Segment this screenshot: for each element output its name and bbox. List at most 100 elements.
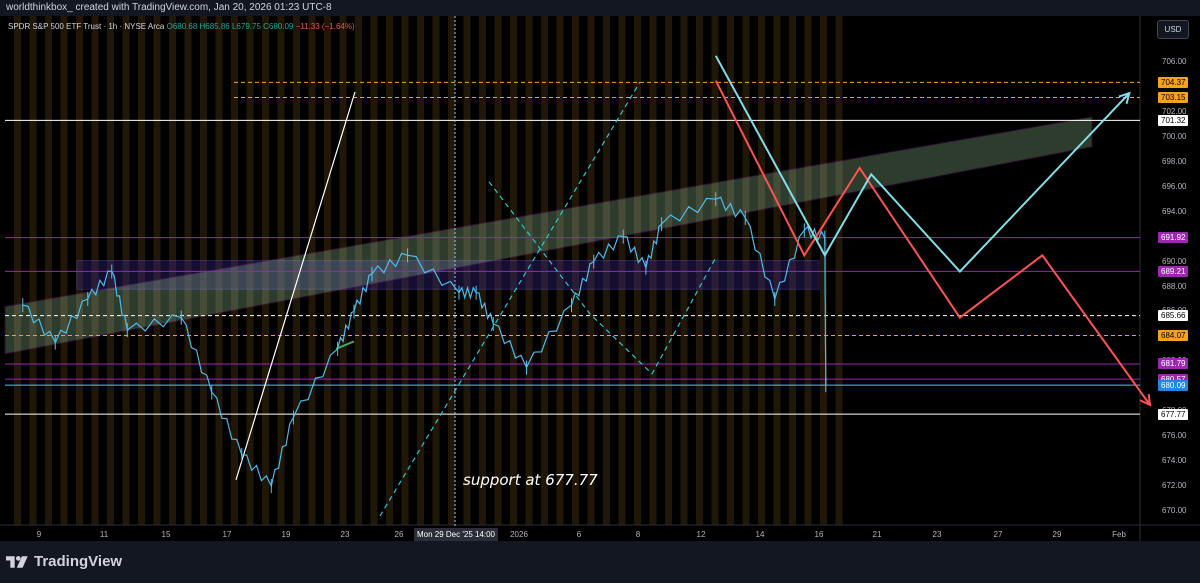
- time-tick-label: 8: [635, 530, 641, 539]
- price-tick-label: 670.00: [1162, 506, 1187, 515]
- price-change: −11.33 (−1.64%): [295, 22, 355, 31]
- session-stripe: [76, 16, 83, 525]
- session-stripe: [324, 16, 331, 525]
- footer-bar: TradingView: [0, 541, 1200, 583]
- time-tick-label: 23: [932, 530, 942, 539]
- price-level-tag: 684.07: [1158, 330, 1189, 342]
- session-stripe: [231, 16, 238, 525]
- session-stripe: [355, 16, 362, 525]
- price-level-tag: 691.92: [1158, 232, 1189, 244]
- time-tick-label: 15: [161, 530, 171, 539]
- symbol-name: SPDR S&P 500 ETF Trust · 1h · NYSE Arca: [8, 22, 165, 31]
- time-tick-label: 23: [340, 530, 350, 539]
- price-level-tag: 701.32: [1158, 114, 1189, 126]
- price-tick-label: 696.00: [1162, 181, 1187, 191]
- time-tick-label: Feb: [1112, 530, 1126, 539]
- session-stripe: [835, 16, 843, 525]
- session-stripe: [479, 16, 486, 525]
- bearish-forecast-path-arrowhead: [1139, 393, 1152, 407]
- session-stripe: [618, 16, 626, 525]
- session-stripe: [29, 16, 37, 525]
- time-tick-label: 27: [993, 530, 1003, 539]
- time-tick-label: 6: [576, 530, 582, 539]
- time-tick-label: 26: [394, 530, 404, 539]
- price-tick-label: 688.00: [1162, 281, 1187, 291]
- crosshair-date-label: Mon 29 Dec '25 14:00: [414, 528, 498, 541]
- session-stripe: [789, 16, 796, 525]
- projection-line: [488, 181, 716, 375]
- session-stripe: [665, 16, 672, 525]
- session-stripe: [773, 16, 781, 525]
- price-scale-panel: [1140, 16, 1200, 541]
- session-stripe: [386, 16, 393, 525]
- price-tick-label: 694.00: [1162, 206, 1187, 216]
- session-stripe: [184, 16, 192, 525]
- consolidation-box: [76, 260, 820, 290]
- session-stripe: [603, 16, 610, 525]
- session-stripe: [572, 16, 579, 525]
- session-stripe: [169, 16, 176, 525]
- price-tick-label: 702.00: [1162, 106, 1187, 116]
- time-tick-label: 16: [814, 530, 824, 539]
- session-stripe: [711, 16, 719, 525]
- time-tick-label: 29: [1052, 530, 1062, 539]
- currency-button[interactable]: USD: [1157, 20, 1189, 39]
- bearish-forecast-path: [714, 80, 1151, 406]
- ohlc-values: O680.68 H685.86 L679.75 C680.09: [166, 22, 294, 31]
- session-stripe: [649, 16, 657, 525]
- price-tick-label: 698.00: [1162, 156, 1187, 166]
- session-stripe: [494, 16, 502, 525]
- session-stripe: [448, 16, 455, 525]
- session-stripe: [91, 16, 99, 525]
- time-tick-label: 11: [99, 530, 109, 539]
- time-tick-label: 12: [696, 530, 706, 539]
- session-stripe: [804, 16, 812, 525]
- session-stripe: [634, 16, 641, 525]
- session-stripe: [200, 16, 207, 525]
- price-tick-label: 690.00: [1162, 256, 1187, 266]
- price-level-tag: 680.57: [1158, 373, 1189, 385]
- price-tick-label: 676.00: [1162, 431, 1187, 441]
- projection-line: [379, 81, 641, 517]
- session-stripe: [215, 16, 223, 525]
- session-stripe: [432, 16, 440, 525]
- price-level-tag: 689.21: [1158, 265, 1189, 277]
- price-level-tag: 681.79: [1158, 358, 1189, 370]
- symbol-legend[interactable]: SPDR S&P 500 ETF Trust · 1h · NYSE Arca …: [8, 22, 355, 31]
- price-level-tag: 703.15: [1158, 92, 1189, 104]
- price-chart[interactable]: [0, 16, 1200, 541]
- session-stripe: [463, 16, 471, 525]
- price-level-tag: 704.37: [1158, 76, 1189, 88]
- time-tick-label: 9: [36, 530, 42, 539]
- bullish-forecast-path-arrowhead: [1118, 91, 1131, 105]
- price-level-tag: 677.77: [1158, 408, 1189, 420]
- session-stripe: [510, 16, 517, 525]
- tradingview-logo-icon: [6, 556, 28, 568]
- tradingview-brand: TradingView: [34, 553, 123, 570]
- session-stripe: [122, 16, 130, 525]
- session-stripe: [45, 16, 52, 525]
- price-tick-label: 700.00: [1162, 131, 1187, 141]
- session-stripe: [277, 16, 285, 525]
- price-level-tag: 685.66: [1158, 310, 1189, 322]
- session-stripe: [727, 16, 734, 525]
- session-stripe: [541, 16, 548, 525]
- session-stripe: [820, 16, 827, 525]
- session-stripe: [339, 16, 347, 525]
- support-annotation: support at 677.77: [463, 471, 598, 489]
- session-stripe: [293, 16, 300, 525]
- price-level-tag: 680.09: [1158, 379, 1189, 391]
- session-stripe: [680, 16, 688, 525]
- price-tick-label: 672.00: [1162, 481, 1187, 491]
- session-stripe: [587, 16, 595, 525]
- session-stripe: [14, 16, 21, 525]
- session-stripe: [401, 16, 409, 525]
- session-stripe: [758, 16, 765, 525]
- bullish-forecast-path: [714, 55, 1131, 273]
- session-stripe: [60, 16, 68, 525]
- session-stripe: [153, 16, 161, 525]
- session-stripe: [525, 16, 533, 525]
- time-tick-label: 21: [872, 530, 882, 539]
- session-stripe: [308, 16, 316, 525]
- time-tick-label: 19: [281, 530, 291, 539]
